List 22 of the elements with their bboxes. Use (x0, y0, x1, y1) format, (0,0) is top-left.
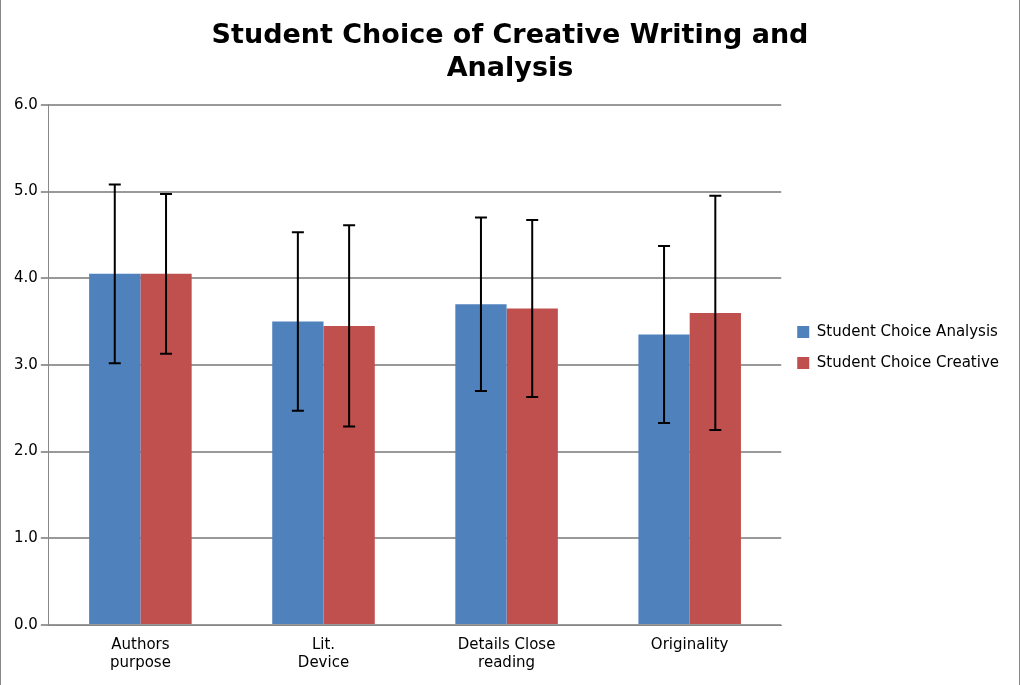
legend-label: Student Choice Analysis (816, 321, 999, 340)
x-tick-label: Originality (650, 634, 729, 653)
y-tick-label: 6.0 (14, 94, 38, 113)
y-tick-label: 3.0 (14, 354, 38, 373)
bar (689, 312, 741, 624)
bar (638, 334, 690, 624)
bar (323, 325, 375, 624)
bar (272, 321, 324, 624)
bar (140, 273, 192, 624)
x-tick-label: Authors purpose (109, 634, 171, 671)
bar (89, 273, 141, 624)
bar (455, 304, 507, 624)
y-tick-label: 2.0 (14, 441, 38, 460)
x-tick-label: Lit. Device (297, 634, 350, 671)
y-tick-label: 5.0 (14, 181, 38, 200)
y-tick-label: 4.0 (14, 268, 38, 287)
x-tick-label: Details Close reading (457, 634, 556, 671)
legend-label: Student Choice Creative (816, 352, 1000, 371)
bar (506, 308, 558, 624)
y-tick-label: 0.0 (14, 614, 38, 633)
y-tick-label: 1.0 (14, 528, 38, 547)
chart-title: Student Choice of Creative Writing and Analysis (211, 18, 809, 82)
